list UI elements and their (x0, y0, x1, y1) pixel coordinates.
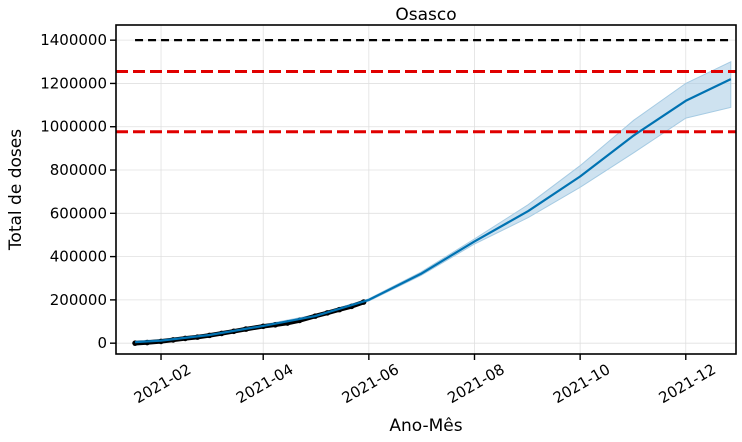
grid (116, 25, 736, 354)
x-tick-label: 2021-12 (656, 360, 719, 407)
reference-lines (116, 39, 736, 134)
x-tick-label: 2021-08 (444, 360, 507, 407)
y-tick-label: 0 (97, 334, 107, 352)
x-axis-ticks: 2021-02 2021-04 2021-06 2021-08 2021-10 2021-… (131, 354, 719, 407)
x-tick-label: 2021-10 (550, 360, 613, 407)
confidence-band (134, 61, 732, 344)
y-tick-label: 600000 (50, 204, 107, 222)
x-tick-label: 2021-06 (339, 360, 402, 407)
y-tick-label: 1000000 (40, 118, 107, 136)
plot-frame (115, 24, 737, 355)
x-tick-label: 2021-02 (131, 360, 194, 407)
y-tick-label: 800000 (50, 161, 107, 179)
confidence-band-layer (134, 61, 732, 344)
chart-title: Osasco (395, 5, 456, 25)
y-tick-label: 1400000 (40, 31, 107, 49)
y-tick-label: 1200000 (40, 74, 107, 92)
forecast-series (135, 78, 732, 344)
forecast-line (135, 78, 732, 344)
y-tick-label: 200000 (50, 291, 107, 309)
y-axis-title: Total de doses (6, 129, 26, 251)
x-axis-title: Ano-Mês (389, 416, 462, 436)
x-tick-label: 2021-04 (233, 360, 296, 407)
y-axis-ticks: 0 200000 400000 600000 800000 1000000 1200000 1… (40, 31, 116, 352)
observed-line (132, 299, 366, 346)
y-tick-label: 400000 (50, 248, 107, 266)
